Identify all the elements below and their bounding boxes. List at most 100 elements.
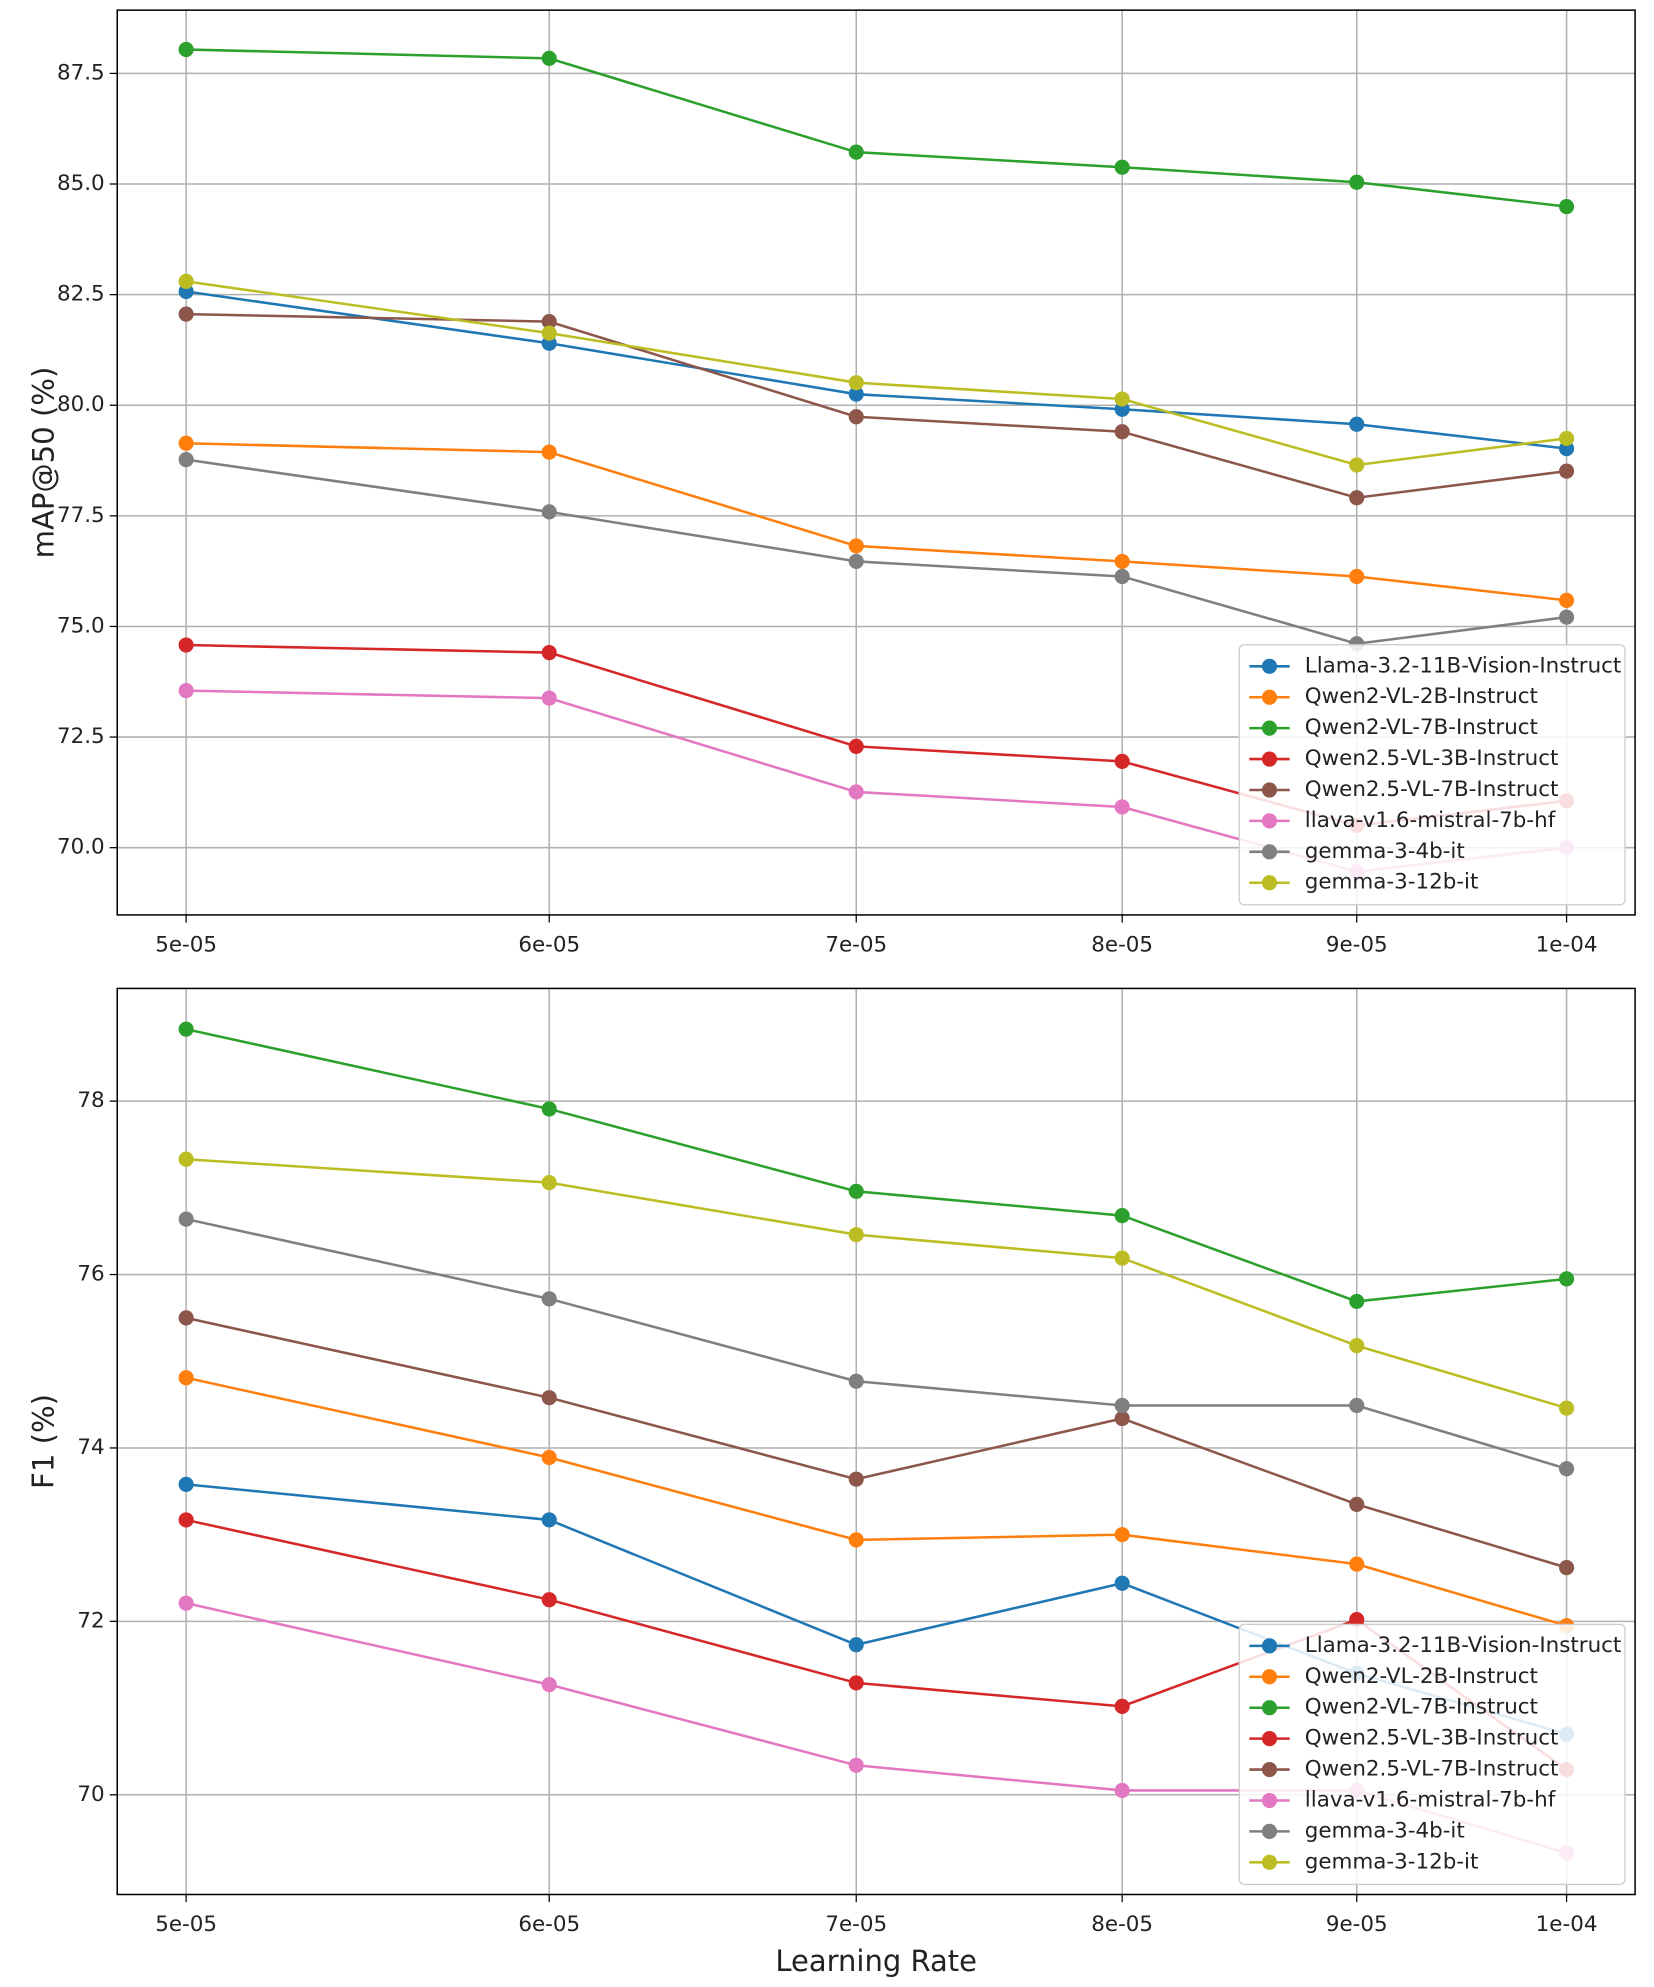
legend-marker [1261, 1792, 1278, 1809]
y-tick-label: 76 [77, 1262, 104, 1287]
series-line [185, 290, 1567, 450]
y-tick-label: 77.5 [57, 503, 105, 528]
point [1349, 174, 1365, 190]
y-tick-label: 80.0 [57, 392, 105, 417]
legend-marker [1261, 658, 1278, 674]
point [178, 1151, 194, 1167]
legend-label: Qwen2.5-VL-3B-Instruct [1305, 746, 1559, 771]
point [541, 644, 557, 661]
point [848, 409, 864, 425]
point [1114, 424, 1130, 440]
point [1114, 1250, 1130, 1266]
point [848, 1471, 864, 1487]
point [1559, 1271, 1575, 1287]
point [1114, 568, 1130, 585]
legend-marker [1261, 1761, 1278, 1778]
point [178, 435, 194, 451]
point [848, 1183, 864, 1199]
point [178, 1021, 194, 1037]
point [178, 1211, 194, 1227]
point [848, 738, 864, 754]
series-line [186, 1157, 1567, 1410]
point [1114, 799, 1130, 815]
point [1559, 463, 1575, 479]
y-tick-label: 70 [77, 1782, 104, 1807]
point [541, 314, 557, 330]
series-line [185, 458, 1567, 646]
x-tick-label: 8e-05 [1091, 1912, 1153, 1937]
legend-label: llava-v1.6-mistral-7b-hf [1305, 1787, 1556, 1812]
point [178, 1476, 194, 1492]
point [1559, 1560, 1575, 1576]
point [178, 1370, 194, 1386]
point [1349, 416, 1365, 432]
legend-marker [1261, 782, 1278, 798]
point [178, 306, 194, 322]
point [848, 1227, 864, 1243]
legend-marker [1261, 1823, 1278, 1839]
series-line [186, 442, 1567, 602]
point [1114, 1207, 1130, 1224]
point [1114, 1698, 1130, 1714]
point [541, 1175, 557, 1191]
y-tick-label: 72.5 [57, 724, 105, 749]
legend-label: Qwen2-VL-2B-Instruct [1305, 1664, 1538, 1689]
legend: Llama-3.2-11B-Vision-Instruct Qwen2-VL-2B… [1238, 644, 1626, 906]
point [848, 1373, 864, 1389]
point [1114, 553, 1130, 570]
x-tick-label: 9e-05 [1326, 1912, 1388, 1937]
point [178, 273, 194, 289]
point [541, 1101, 557, 1117]
legend-label: Qwen2.5-VL-7B-Instruct [1305, 777, 1559, 802]
point [1349, 457, 1365, 473]
x-axis-label: Learning Rate [775, 1944, 977, 1978]
point [541, 1291, 557, 1307]
point [1349, 1612, 1365, 1628]
x-tick-label: 5e-05 [155, 932, 217, 957]
legend-box [1238, 1623, 1626, 1885]
legend-label: Qwen2.5-VL-3B-Instruct [1305, 1726, 1559, 1751]
series-line [186, 312, 1567, 499]
point [1114, 1410, 1130, 1427]
legend-label: Qwen2.5-VL-7B-Instruct [1305, 1757, 1559, 1782]
legend-label: Llama-3.2-11B-Vision-Instruct [1305, 1633, 1622, 1658]
point [1114, 159, 1130, 175]
point [541, 1512, 557, 1528]
y-axis-label: F1 (%) [26, 1394, 60, 1489]
x-tick-label: 6e-05 [518, 1912, 580, 1937]
legend-box [1238, 644, 1626, 906]
x-tick-label: 6e-05 [518, 932, 580, 957]
point [848, 1757, 864, 1773]
point [1559, 592, 1575, 608]
legend-marker [1261, 1638, 1278, 1654]
series-line [185, 280, 1567, 467]
point [541, 1390, 557, 1406]
point [1114, 1575, 1130, 1591]
point [541, 1592, 557, 1608]
legend-marker [1261, 720, 1278, 736]
point [1559, 1400, 1575, 1416]
point [1349, 1496, 1365, 1512]
x-tick-label: 1e-04 [1536, 932, 1598, 957]
point [541, 504, 557, 520]
x-tick-label: 7e-05 [825, 1912, 887, 1937]
point [178, 41, 194, 58]
point [1114, 1397, 1130, 1414]
point [1114, 391, 1130, 407]
y-tick-label: 82.5 [57, 282, 105, 307]
legend-label: Llama-3.2-11B-Vision-Instruct [1305, 653, 1622, 678]
legend-marker [1261, 1854, 1278, 1870]
point [1349, 1397, 1365, 1414]
series-line [185, 1027, 1567, 1303]
legend-label: Qwen2-VL-7B-Instruct [1305, 715, 1538, 740]
point [848, 375, 864, 391]
point [1559, 430, 1575, 447]
legend-marker [1261, 1700, 1278, 1716]
point [848, 553, 864, 570]
point [541, 50, 557, 66]
point [848, 386, 864, 402]
y-tick-label: 87.5 [57, 60, 105, 85]
legend-marker [1261, 844, 1278, 860]
point [1559, 1461, 1575, 1477]
